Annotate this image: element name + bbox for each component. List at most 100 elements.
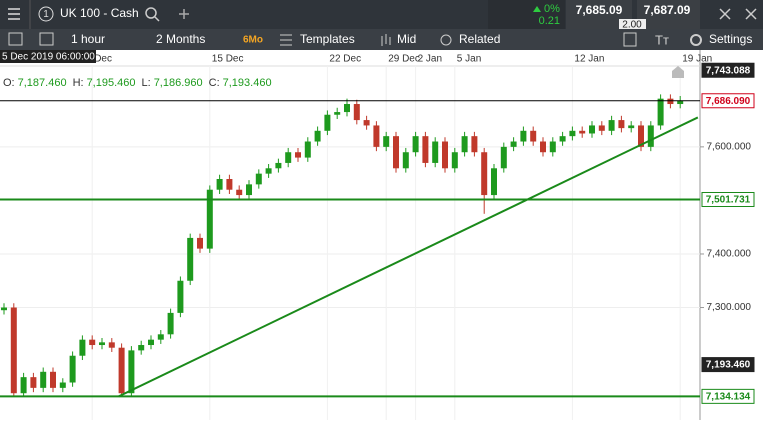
candle-body	[236, 189, 243, 196]
level-label: 7,193.460	[706, 360, 751, 371]
cursor-time-box	[0, 50, 96, 63]
text-icon[interactable]: Tт	[655, 32, 669, 47]
related[interactable]: Related	[459, 32, 500, 46]
x-tick-label: 29 Dec	[388, 54, 420, 65]
candle-body	[393, 136, 399, 169]
candle-body	[255, 173, 262, 185]
candle-body	[99, 342, 105, 346]
candle-body	[10, 307, 17, 394]
candle-body	[471, 136, 478, 153]
candle-body	[500, 146, 507, 169]
ohlc-o-label: O:	[3, 77, 15, 89]
candle-body	[69, 355, 76, 383]
candle-body	[20, 377, 27, 394]
level-tag	[701, 93, 755, 109]
candle-body	[589, 125, 595, 134]
candle-body	[353, 104, 360, 121]
candle-body	[402, 152, 409, 169]
candle-body	[628, 125, 635, 129]
level-tag	[701, 191, 755, 207]
candle-body	[324, 114, 331, 131]
candle-body	[461, 136, 468, 153]
x-tick-label: 19 Jan	[682, 54, 712, 65]
candle-body	[579, 130, 586, 134]
price-type-icon[interactable]	[381, 34, 391, 46]
candle-body	[108, 342, 115, 348]
candle-body	[1, 307, 7, 311]
candle-body	[451, 152, 458, 169]
settings-icon[interactable]	[690, 34, 702, 46]
candle-body	[226, 179, 233, 190]
candle-body	[520, 130, 527, 142]
candle-body	[265, 168, 272, 174]
ohlc-o: 7,187.460	[18, 77, 67, 89]
ohlc-c: 7,193.460	[223, 77, 272, 89]
candle-body	[549, 141, 556, 153]
range[interactable]: 2 Months	[156, 32, 205, 46]
candle-body	[383, 136, 390, 147]
spread-box	[619, 19, 646, 30]
candle-body	[559, 136, 566, 142]
candle-body	[79, 339, 86, 356]
candle-body	[89, 339, 96, 346]
menu-icon[interactable]	[8, 8, 20, 20]
candle-body	[177, 280, 184, 313]
instrument-name[interactable]: UK 100 - Cash	[60, 6, 139, 20]
candle-body	[30, 377, 37, 388]
sell-price[interactable]: 7,685.09	[576, 3, 623, 17]
layout-icon[interactable]	[39, 32, 54, 46]
interval[interactable]: 1 hour	[71, 32, 105, 46]
ohlc-l: 7,186.960	[154, 77, 203, 89]
list-icon[interactable]	[623, 32, 637, 47]
candle-body	[157, 334, 164, 340]
candle-body	[344, 104, 350, 113]
buy-price[interactable]: 7,687.09	[644, 3, 691, 17]
candle-body	[598, 125, 605, 131]
candle-body	[667, 98, 674, 105]
candle-body	[167, 312, 174, 335]
ohlc-l-label: L:	[142, 77, 151, 89]
x-tick-label: 5 Jan	[457, 54, 481, 65]
candle-body	[432, 141, 439, 163]
search-icon[interactable]	[145, 7, 160, 22]
candle-body	[638, 125, 644, 147]
candle-body	[677, 100, 684, 105]
level-tag	[701, 62, 755, 78]
price-type[interactable]: Mid	[397, 32, 416, 46]
plot: 7,600.000 7,400.000 7,300.000 Dec 15 Dec 22 D…	[0, 54, 755, 420]
level-label: 7,686.090	[706, 96, 751, 107]
candle-body	[50, 371, 56, 388]
panel-icon[interactable]	[8, 32, 23, 46]
level-label: 7,134.134	[706, 392, 751, 403]
candle-body	[363, 120, 370, 126]
candle-body	[491, 168, 497, 196]
buy-box[interactable]	[637, 0, 700, 29]
templates-icon[interactable]	[280, 34, 292, 46]
expand-icon[interactable]	[719, 8, 731, 20]
level-tag	[701, 388, 755, 404]
templates[interactable]: Templates	[300, 32, 355, 46]
candle-body	[334, 112, 341, 115]
add-icon[interactable]	[179, 9, 189, 19]
change-pct: 0%	[544, 3, 560, 15]
range-badge[interactable]: 6Mo	[243, 35, 263, 46]
candle-body	[187, 237, 194, 281]
change-box	[488, 0, 565, 29]
candle-body	[304, 141, 311, 158]
y-tick-label: 7,300.000	[707, 302, 752, 313]
close-icon[interactable]	[745, 8, 757, 20]
candle-body	[246, 184, 252, 196]
change-value: 0.21	[539, 15, 560, 27]
x-tick-label: Dec	[94, 54, 112, 65]
x-tick-label: 2 Jan	[418, 54, 442, 65]
settings[interactable]: Settings	[709, 32, 752, 46]
candle-body	[412, 136, 419, 153]
related-icon[interactable]	[440, 34, 452, 46]
home-marker[interactable]	[672, 66, 684, 78]
candle-body	[540, 141, 546, 153]
candle-body	[285, 152, 292, 163]
cursor-time: 5 Dec 2019 06:00:00	[2, 52, 95, 63]
level-label: 7,743.088	[706, 65, 751, 76]
